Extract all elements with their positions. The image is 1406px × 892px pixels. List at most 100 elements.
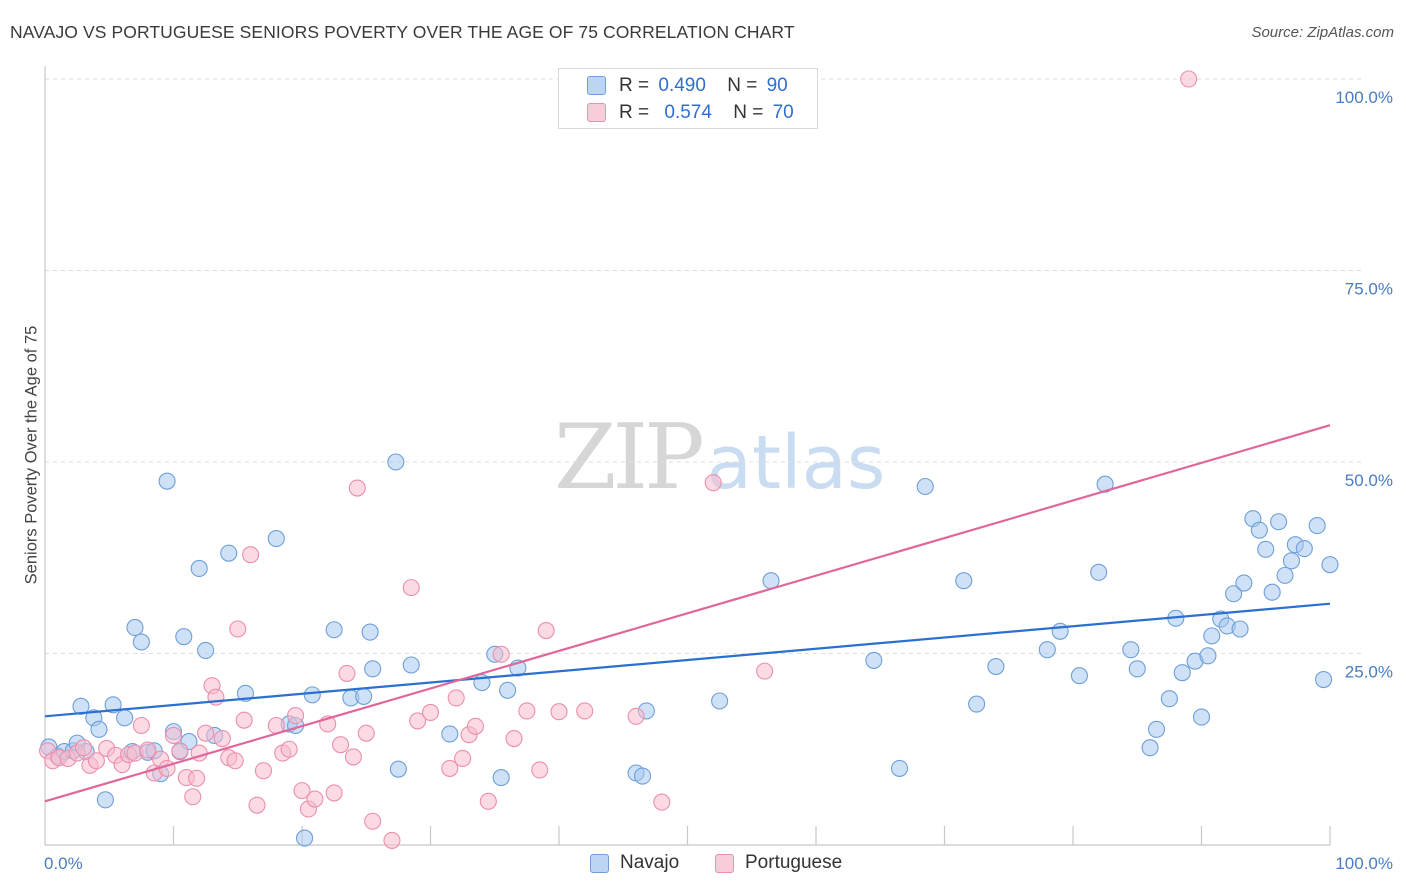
portuguese-point: [242, 546, 260, 564]
navajo-point: [1147, 720, 1166, 738]
navajo-point: [190, 559, 208, 578]
portuguese-point: [704, 474, 722, 492]
portuguese-point: [466, 717, 485, 735]
y-tick-label: 25.0%: [1345, 663, 1393, 682]
portuguese-point: [537, 621, 555, 640]
navajo-point: [1315, 670, 1333, 689]
axes: [44, 66, 1331, 846]
portuguese-point: [357, 724, 375, 742]
navajo-point: [104, 696, 122, 714]
y-tick-label: 100.0%: [1335, 88, 1393, 107]
portuguese-point: [550, 703, 568, 721]
portuguese-point: [188, 769, 206, 787]
portuguese-point: [505, 729, 523, 748]
navajo-point: [1070, 667, 1088, 685]
portuguese-point: [402, 579, 420, 597]
portuguese-point: [280, 740, 298, 758]
portuguese-point: [447, 689, 465, 707]
navajo-point: [890, 759, 909, 777]
portuguese-point: [139, 741, 157, 759]
navajo-point: [1308, 517, 1326, 535]
navajo-point: [90, 720, 108, 738]
navajo-point: [1235, 574, 1253, 592]
portuguese-r-value: 0.574: [664, 102, 712, 123]
portuguese-point: [331, 736, 350, 754]
portuguese-point: [576, 702, 594, 720]
navajo-point: [197, 641, 215, 659]
portuguese-point: [306, 790, 324, 808]
navajo-point: [499, 681, 517, 699]
navajo-point: [1282, 552, 1300, 570]
portuguese-legend-swatch: [715, 854, 734, 873]
portuguese-trend-line: [44, 424, 1331, 803]
navajo-n-value: 90: [766, 75, 788, 96]
navajo-point: [1199, 647, 1217, 665]
navajo-point: [303, 686, 321, 704]
navajo-point: [1225, 585, 1243, 603]
portuguese-point: [531, 761, 549, 779]
navajo-point: [492, 769, 510, 787]
portuguese-point: [235, 711, 253, 729]
portuguese-point: [226, 752, 244, 770]
navajo-point: [1295, 540, 1313, 558]
navajo-point: [1257, 540, 1275, 558]
portuguese-point: [1180, 70, 1198, 88]
navajo-point: [1160, 690, 1178, 708]
navajo-n-label: N =: [727, 75, 758, 96]
navajo-point: [361, 623, 379, 641]
portuguese-point: [627, 707, 645, 725]
navajo-point: [1122, 641, 1140, 659]
navajo-point: [220, 544, 238, 562]
navajo-trend-line: [44, 602, 1331, 718]
portuguese-point: [158, 759, 176, 777]
navajo-point: [1270, 513, 1288, 531]
navajo-point: [96, 791, 114, 809]
navajo-r-label: R =: [619, 75, 650, 96]
portuguese-point: [293, 782, 311, 800]
portuguese-point: [383, 831, 401, 849]
navajo-point: [1096, 475, 1114, 493]
x-tick-label: 0.0%: [44, 854, 83, 873]
navajo-point: [441, 725, 459, 743]
portuguese-point: [229, 620, 247, 638]
x-tick-label: 100.0%: [1335, 854, 1393, 873]
navajo-point: [1321, 556, 1339, 574]
portuguese-point: [518, 702, 536, 720]
navajo-r-value: 0.490: [658, 75, 706, 96]
portuguese-point: [132, 716, 150, 735]
navajo-point: [865, 651, 883, 669]
navajo-point: [987, 657, 1005, 676]
navajo-point: [389, 760, 407, 778]
navajo-point: [1263, 583, 1281, 601]
tick-labels: 25.0% 50.0% 75.0% 100.0% 0.0% 100.0%: [44, 88, 1393, 873]
portuguese-point: [197, 724, 215, 742]
series-legend: Navajo Portuguese: [590, 852, 870, 876]
navajo-legend-label: Navajo: [620, 852, 680, 873]
navajo-point: [158, 472, 176, 490]
navajo-point: [402, 656, 420, 674]
navajo-point: [72, 697, 90, 715]
portuguese-point: [338, 664, 356, 682]
portuguese-point: [344, 748, 362, 766]
grid-lines: [45, 78, 1365, 654]
portuguese-point: [325, 784, 343, 802]
portuguese-points: [39, 70, 1198, 849]
navajo-point: [1276, 566, 1294, 584]
source-credit: Source: ZipAtlas.com: [1251, 24, 1394, 41]
navajo-point: [916, 477, 934, 496]
portuguese-point: [421, 703, 440, 722]
portuguese-n-value: 70: [772, 102, 794, 123]
correlation-legend: R = 0.490 N = 90 R = 0.574 N = 70: [558, 68, 818, 129]
portuguese-point: [171, 742, 189, 760]
portuguese-point: [653, 793, 671, 811]
portuguese-point: [756, 662, 774, 680]
portuguese-point: [287, 706, 305, 725]
portuguese-r-label: R =: [619, 102, 650, 123]
navajo-point: [1203, 627, 1221, 645]
navajo-point: [1231, 620, 1249, 638]
navajo-point: [1051, 622, 1069, 640]
portuguese-point: [254, 762, 273, 780]
portuguese-point: [492, 645, 510, 663]
navajo-point: [633, 767, 652, 785]
portuguese-point: [348, 479, 366, 497]
